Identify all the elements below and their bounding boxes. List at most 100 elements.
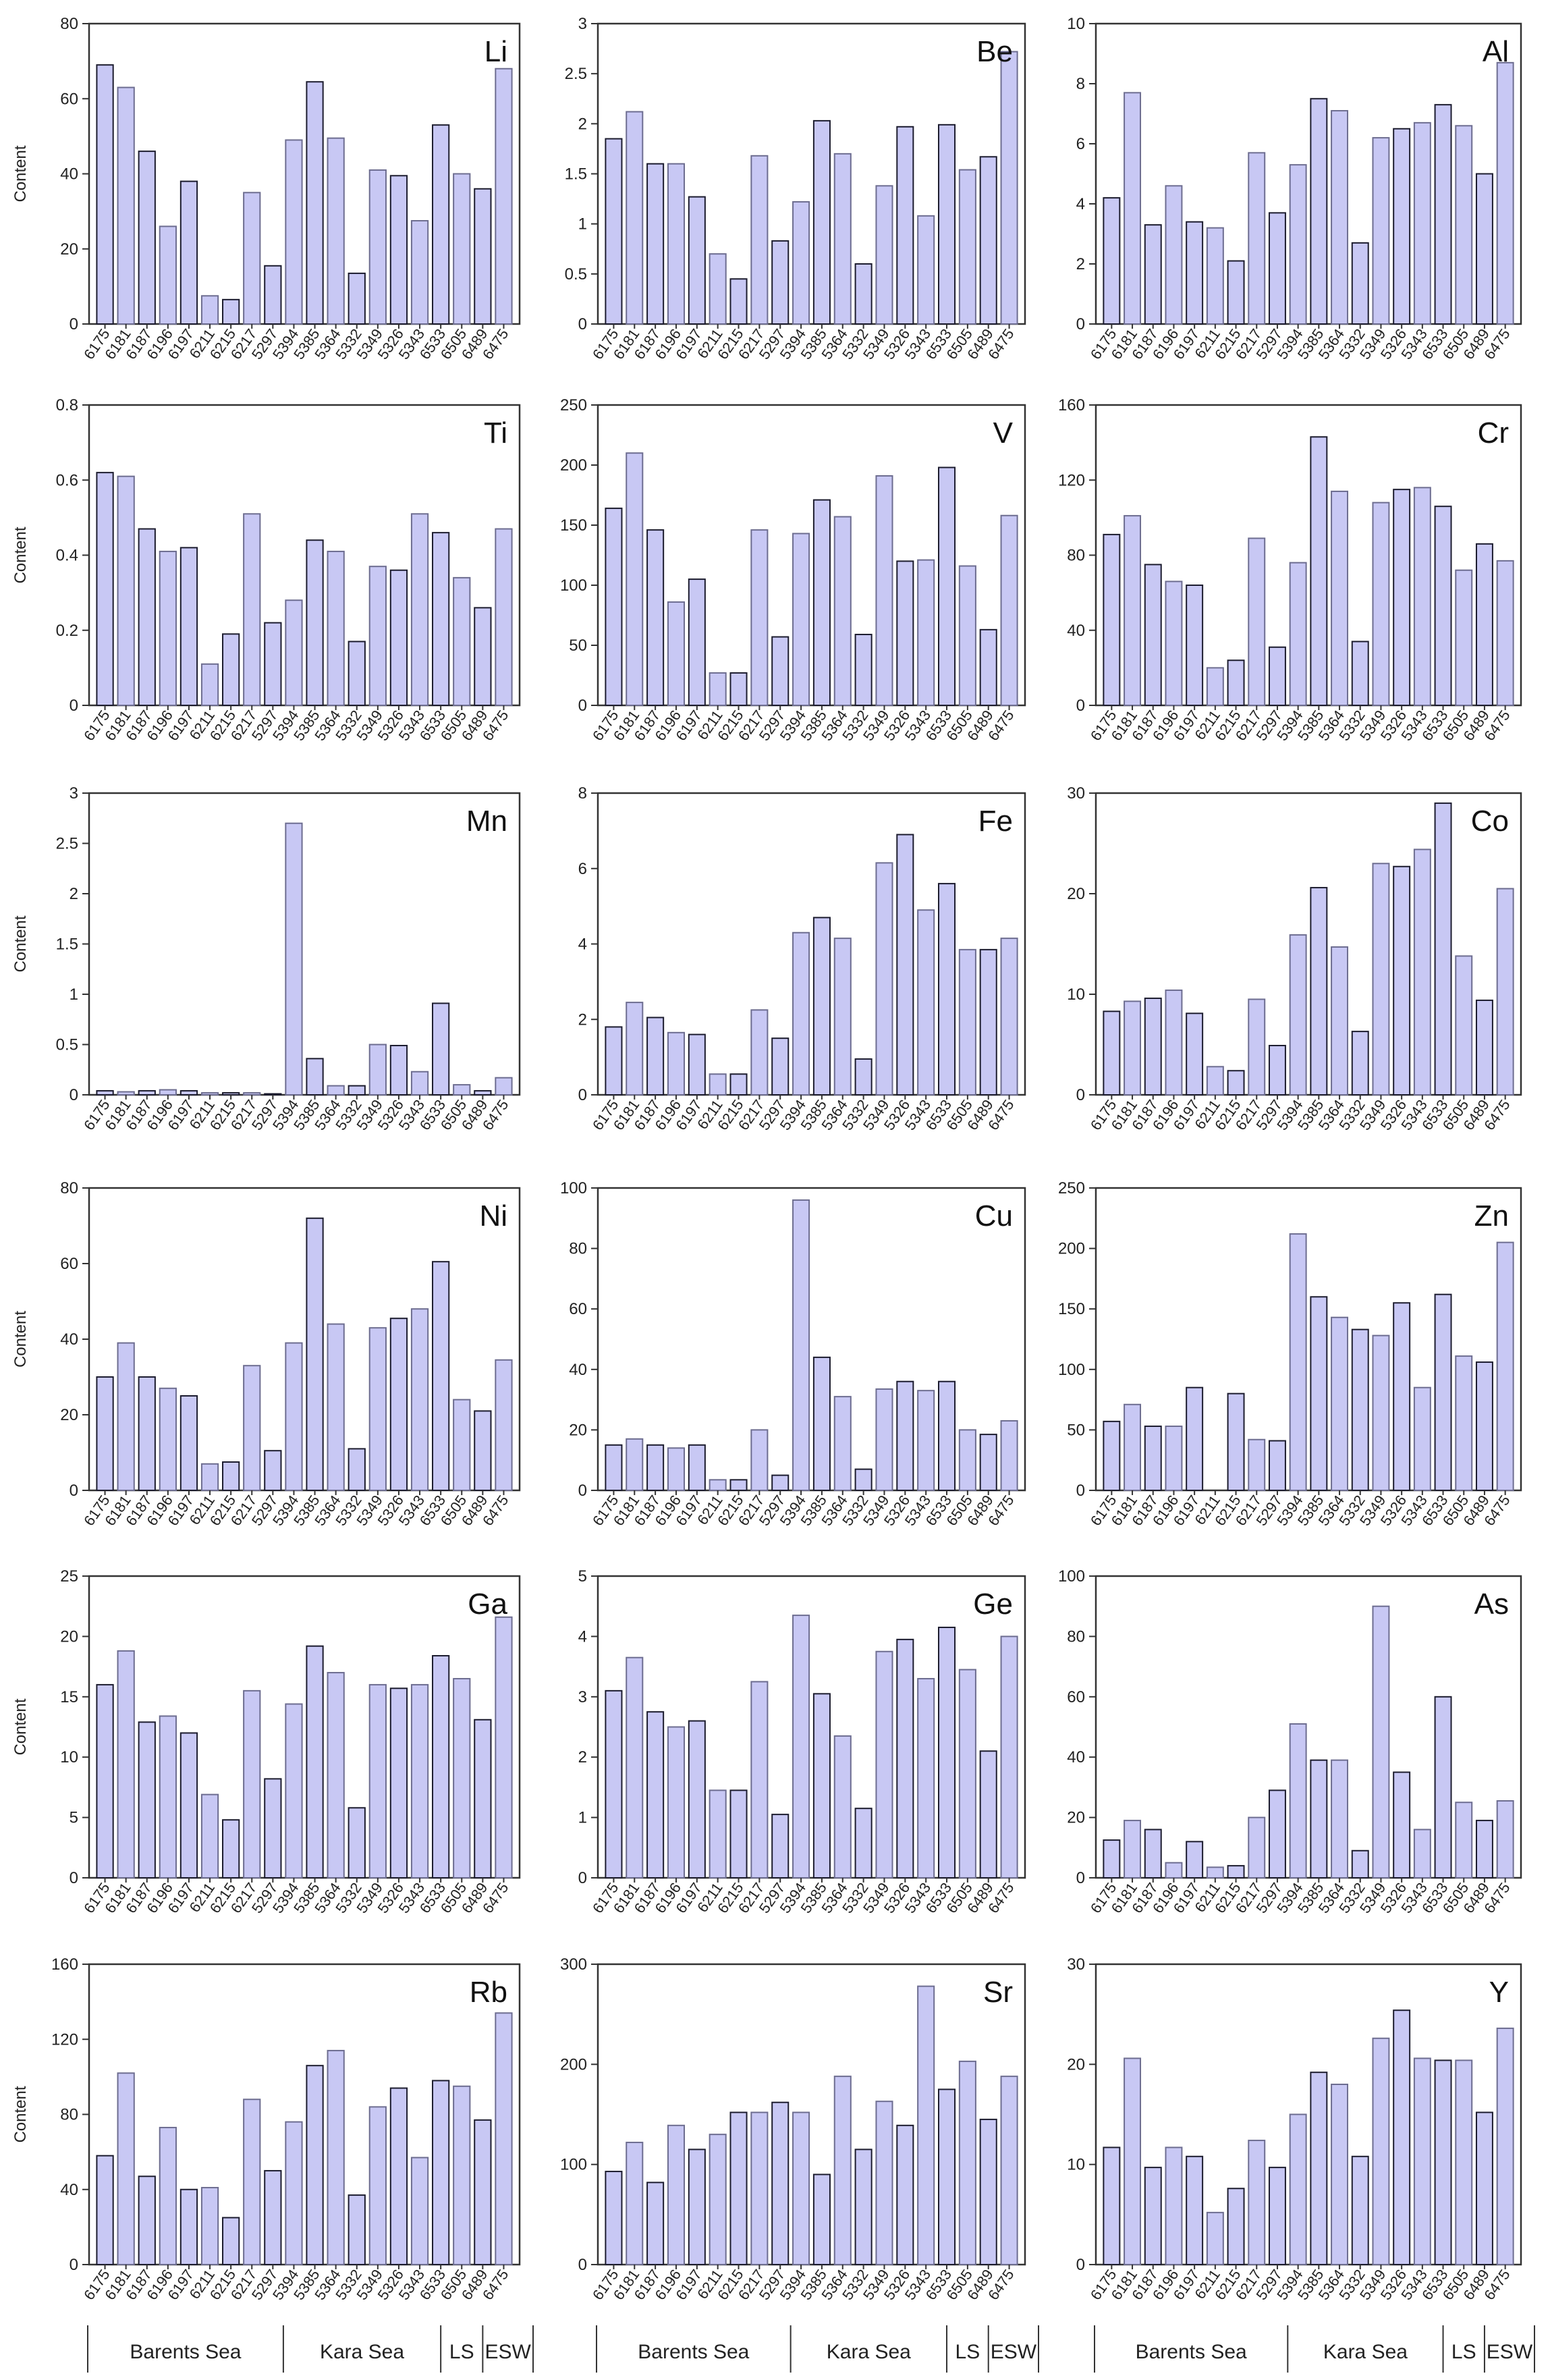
bar-5349	[875, 185, 893, 325]
y-tick-label: 8	[578, 784, 587, 803]
y-tick-label: 6	[1076, 135, 1085, 153]
bar-6475	[1496, 61, 1514, 325]
bar-5385	[1310, 887, 1328, 1096]
bar-6217	[243, 1092, 261, 1096]
bar-6187	[138, 1376, 156, 1491]
bar-6489	[979, 948, 997, 1096]
bar-5343	[410, 513, 429, 706]
bar-6215	[222, 1092, 240, 1096]
bar-5343	[1413, 1386, 1431, 1491]
bar-5349	[1372, 1334, 1390, 1492]
bar-6215	[729, 672, 748, 707]
bar-6181	[626, 2142, 644, 2266]
bar-6211	[709, 1789, 727, 1879]
bar-6197	[688, 1720, 706, 1879]
bar-6181	[117, 475, 135, 706]
y-axis-label: Content	[11, 145, 30, 202]
y-tick-label: 40	[60, 1330, 78, 1349]
bar-6196	[1165, 1426, 1183, 1491]
bar-5364	[1331, 110, 1349, 325]
bar-5349	[875, 2101, 893, 2265]
bar-5394	[1289, 164, 1307, 325]
bar-6211	[709, 253, 727, 325]
bar-5343	[410, 220, 429, 325]
bar-5385	[1310, 436, 1328, 706]
y-tick-label: 0	[1076, 315, 1085, 333]
bar-6187	[1144, 1829, 1162, 1878]
panel-cu: 0204060801006175618161876196619762116215…	[560, 1179, 1026, 1529]
bar-6175	[96, 2155, 114, 2265]
bar-6211	[1206, 667, 1224, 706]
bar-6196	[667, 2124, 686, 2265]
bar-6217	[243, 1365, 261, 1491]
bar-6475	[495, 1616, 513, 1878]
bar-5343	[1413, 121, 1431, 325]
bar-6181	[117, 2072, 135, 2265]
bar-5332	[854, 633, 873, 706]
bar-6533	[937, 1380, 956, 1491]
bar-6187	[1144, 224, 1162, 325]
bar-5332	[348, 2194, 366, 2265]
element-label: Cr	[1478, 416, 1509, 450]
bar-6175	[605, 1444, 623, 1492]
bar-6211	[709, 1073, 727, 1096]
bar-5297	[264, 2169, 282, 2265]
y-tick-label: 20	[1067, 885, 1085, 903]
bar-6175	[1103, 2146, 1121, 2265]
bar-5394	[1289, 1723, 1307, 1879]
bar-6197	[179, 1395, 198, 1491]
bar-6505	[958, 565, 976, 707]
element-label: As	[1474, 1588, 1509, 1621]
bar-6211	[1206, 1866, 1224, 1878]
y-tick-label: 80	[1067, 547, 1085, 565]
bar-6489	[979, 628, 997, 706]
bar-5364	[1331, 1759, 1349, 1878]
bar-6533	[1434, 1696, 1452, 1879]
bar-6197	[688, 2148, 706, 2266]
bar-5326	[1393, 1302, 1411, 1491]
y-tick-label: 0	[578, 2256, 587, 2274]
bar-6196	[667, 163, 686, 325]
bar-5326	[896, 560, 914, 707]
bar-5343	[917, 1677, 935, 1878]
region-label-esw: ESW	[1487, 2341, 1533, 2363]
bar-6196	[1165, 185, 1183, 325]
bar-6475	[1000, 1635, 1018, 1878]
bar-5394	[285, 139, 303, 325]
bar-6475	[495, 67, 513, 325]
bar-5385	[306, 1058, 324, 1096]
bar-6489	[1475, 999, 1493, 1096]
bar-6197	[179, 547, 198, 706]
bar-6533	[937, 124, 956, 325]
bar-6215	[729, 1789, 748, 1879]
bar-5332	[854, 1058, 873, 1096]
bar-6175	[605, 138, 623, 325]
bar-5394	[1289, 934, 1307, 1096]
bar-6475	[1496, 888, 1514, 1096]
bar-6489	[1475, 1361, 1493, 1491]
bar-5364	[327, 1672, 345, 1879]
bar-6175	[96, 1090, 114, 1096]
bar-5385	[306, 1645, 324, 1879]
bar-6475	[1496, 1241, 1514, 1491]
y-tick-label: 0	[578, 1086, 587, 1104]
bar-6197	[688, 578, 706, 706]
bar-5332	[854, 2148, 873, 2266]
y-tick-label: 100	[1058, 1567, 1085, 1586]
bar-6196	[1165, 580, 1183, 706]
bar-6475	[1000, 2076, 1018, 2265]
bar-5349	[1372, 137, 1390, 325]
bar-6533	[432, 1261, 450, 1491]
y-tick-label: 0.2	[56, 622, 78, 640]
bar-5297	[771, 1037, 790, 1096]
region-label-ls: LS	[956, 2341, 980, 2363]
bar-6533	[432, 1002, 450, 1096]
y-tick-label: 50	[1067, 1421, 1085, 1439]
bar-5349	[1372, 1605, 1390, 1878]
y-tick-label: 0	[578, 1869, 587, 1887]
y-tick-label: 3	[578, 15, 587, 33]
bar-6489	[1475, 543, 1493, 706]
bar-5297	[1268, 1044, 1286, 1096]
bar-5326	[1393, 2009, 1411, 2266]
bar-6211	[1206, 2211, 1224, 2266]
